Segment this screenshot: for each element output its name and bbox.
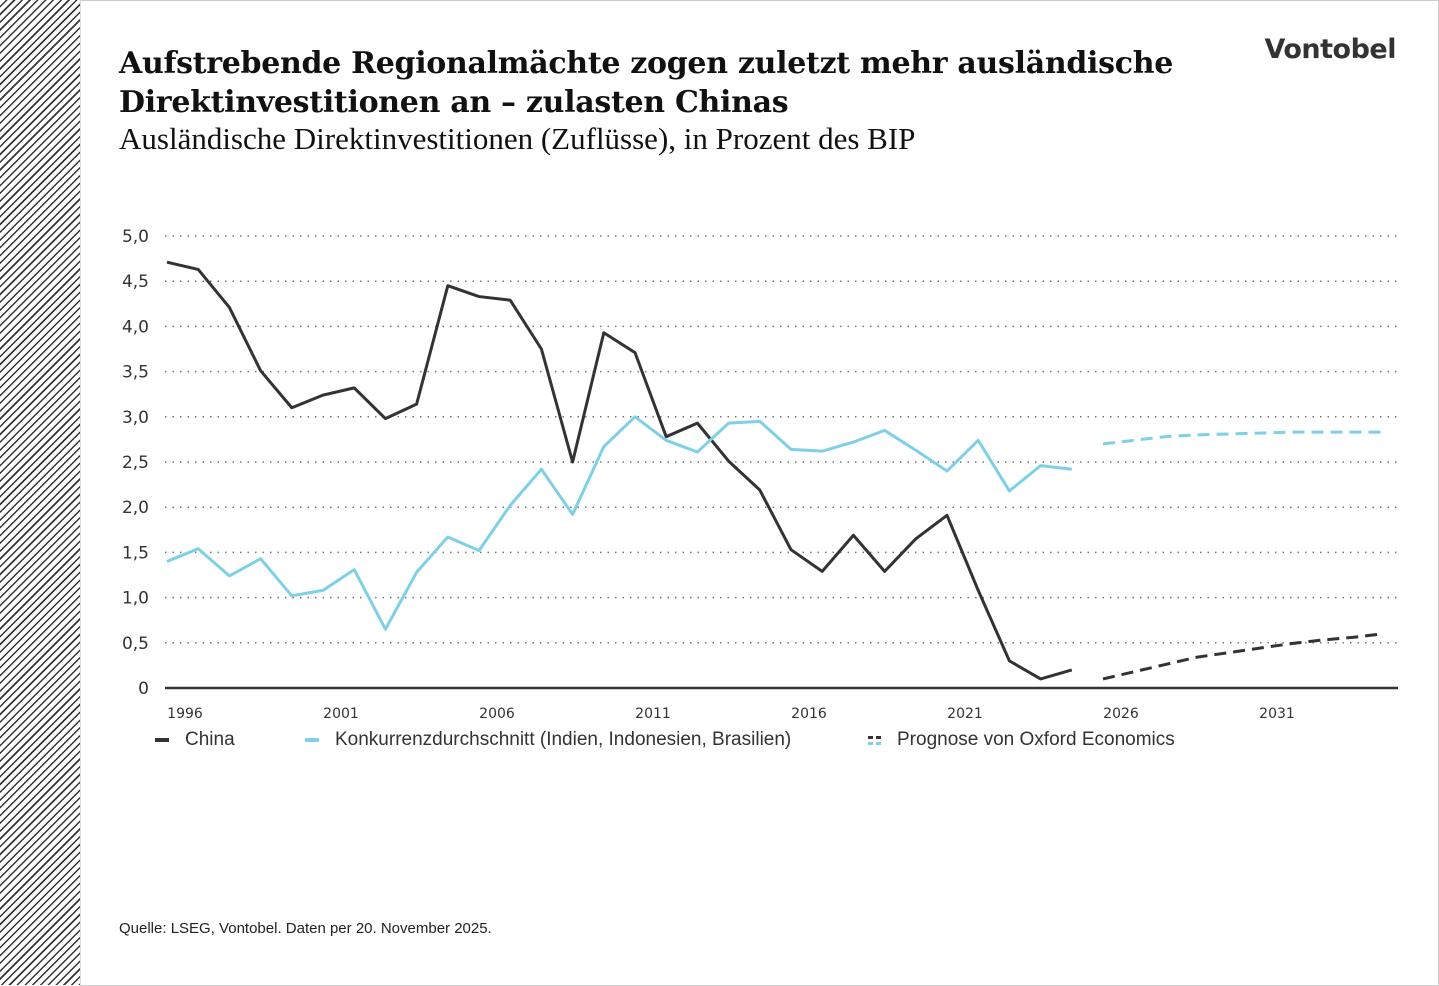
y-tick-label: 0,5 [122,634,149,654]
source-note: Quelle: LSEG, Vontobel. Daten per 20. No… [119,920,492,937]
y-tick-label: 1,5 [122,543,149,563]
x-tick-label: 1996 [167,706,203,722]
series-line-0 [166,260,1073,681]
x-tick-label: 2016 [791,706,827,722]
chart-subtitle: Ausländische Direktinvestitionen (Zuflüs… [119,121,916,156]
chart-title: Aufstrebende Regionalmächte zogen zuletz… [119,46,1174,120]
x-tick-label: 2021 [947,706,983,722]
legend-label-competitors: Konkurrenzdurchschnitt (Indien, Indonesi… [335,729,792,750]
y-tick-label: 4,0 [122,317,149,337]
y-tick-label: 2,0 [122,498,149,518]
legend-label-forecast: Prognose von Oxford Economics [897,729,1175,750]
legend-forecast: Prognose von Oxford Economics [868,729,1175,751]
y-tick-label: 5,0 [122,227,149,247]
x-tick-label: 2006 [479,706,515,722]
legend-swatch-competitors [305,738,319,742]
series-line-3 [1102,430,1384,446]
y-tick-label: 3,0 [122,408,149,428]
y-tick-label: 1,0 [122,589,149,609]
y-tick-label: 3,5 [122,363,149,383]
legend-label-china: China [185,729,235,750]
x-tick-label: 2001 [323,706,359,722]
y-tick-label: 2,5 [122,453,149,473]
series-line-2 [1102,632,1384,681]
legend-swatch-forecast [868,735,881,745]
y-tick-label: 0 [138,679,149,699]
hatched-border [0,0,81,985]
x-tick-label: 2011 [635,706,671,722]
legend-china: China [155,729,235,751]
legend-competitors: Konkurrenzdurchschnitt (Indien, Indonesi… [305,729,791,751]
series-line-1 [166,415,1072,631]
vontobel-logo: Vontobel [1264,34,1396,65]
x-tick-label: 2031 [1259,706,1295,722]
y-tick-label: 4,5 [122,272,149,292]
x-tick-label: 2026 [1103,706,1139,722]
legend-swatch-china [155,738,169,742]
